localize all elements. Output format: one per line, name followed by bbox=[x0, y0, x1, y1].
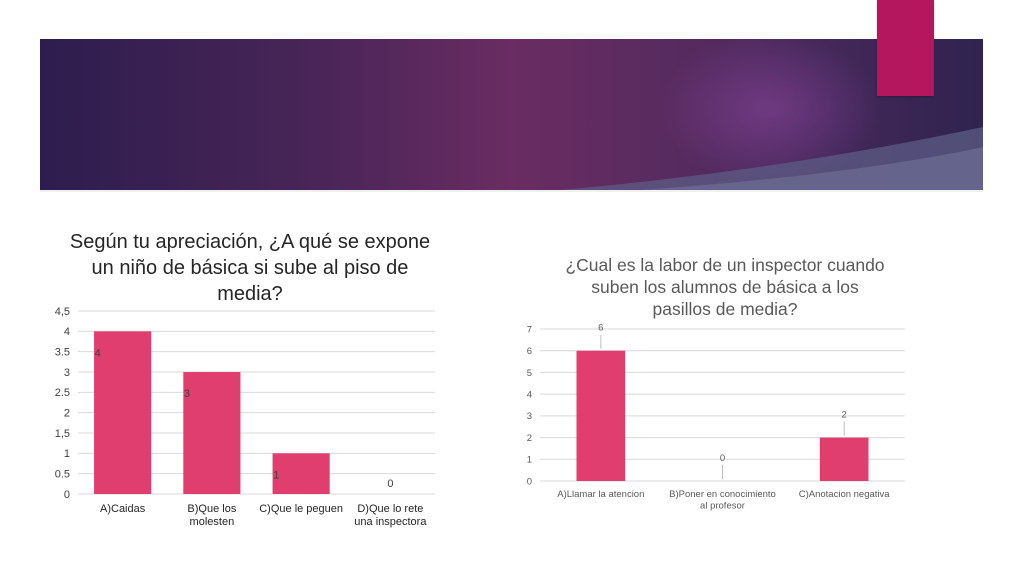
chart2-y-tick-label: 3 bbox=[527, 411, 532, 422]
chart1-title: Según tu apreciación, ¿A qué se expone u… bbox=[69, 231, 431, 305]
chart2-title: ¿Cual es la labor de un inspector cuando… bbox=[565, 255, 885, 319]
chart1-y-tick-label: 3 bbox=[64, 367, 70, 379]
chart2-y-tick-label: 4 bbox=[527, 389, 532, 400]
chart1-y-tick-label: 1 bbox=[64, 448, 70, 460]
chart1-x-category-label: C)Que le peguen bbox=[259, 503, 343, 515]
chart1-data-label: 1 bbox=[273, 469, 279, 481]
banner-wave bbox=[560, 127, 983, 190]
chart2-bar bbox=[819, 437, 869, 481]
chart1: 0 0.5 1 1,5 2 2.5 3 3.5 4 4,5 4 A)Caidas 3 B)Que losm… bbox=[55, 306, 435, 528]
chart2-y-tick-label: 5 bbox=[527, 368, 532, 379]
header-banner bbox=[40, 39, 983, 190]
chart1-x-category-label: una inspectora bbox=[354, 516, 427, 528]
chart1-data-label: 4 bbox=[95, 347, 101, 359]
chart1-y-tick-label: 2.5 bbox=[55, 387, 70, 399]
chart2-y-tick-label: 0 bbox=[527, 476, 532, 487]
banner-shadow bbox=[40, 190, 983, 192]
chart2: 0 1 2 3 4 5 6 7 6 A)Llamar la atencion 0 B)Poner en… bbox=[527, 323, 905, 512]
chart2-y-tick-label: 1 bbox=[527, 455, 532, 466]
accent-tab bbox=[877, 0, 934, 96]
chart1-y-tick-label: 3.5 bbox=[55, 347, 70, 359]
banner-wave-highlight bbox=[640, 147, 983, 190]
chart2-x-category-label: C)Anotacion negativa bbox=[799, 489, 891, 500]
chart1-x-category-label: B)Que los bbox=[187, 503, 236, 515]
chart1-y-tick-label: 0.5 bbox=[55, 469, 70, 481]
chart2-y-tick-label: 7 bbox=[527, 324, 532, 335]
chart2-x-category-label: al profesor bbox=[700, 501, 745, 512]
chart1-y-tick-label: 4,5 bbox=[55, 306, 70, 318]
chart1-bar bbox=[94, 331, 152, 494]
chart1-x-category-label: molesten bbox=[190, 516, 235, 528]
chart1-data-label: 3 bbox=[184, 388, 190, 400]
chart1-data-label: 0 bbox=[387, 478, 393, 490]
chart1-y-tick-label: 4 bbox=[64, 326, 70, 338]
chart1-bar bbox=[272, 453, 330, 494]
chart1-x-category-label: D)Que lo rete bbox=[357, 503, 423, 515]
chart1-y-tick-label: 0 bbox=[64, 489, 70, 501]
chart2-data-label: 6 bbox=[598, 323, 603, 334]
chart2-data-label: 2 bbox=[842, 410, 847, 421]
chart1-x-category-label: A)Caidas bbox=[100, 503, 146, 515]
chart1-bar bbox=[183, 372, 241, 494]
chart2-y-tick-label: 2 bbox=[527, 433, 532, 444]
chart2-x-category-label: B)Poner en conocimiento bbox=[669, 489, 776, 500]
chart2-bar bbox=[576, 350, 626, 481]
chart2-data-label: 0 bbox=[720, 453, 725, 464]
chart2-x-category-label: A)Llamar la atencion bbox=[557, 489, 644, 500]
chart1-y-tick-label: 1,5 bbox=[55, 428, 70, 440]
chart1-y-tick-label: 2 bbox=[64, 408, 70, 420]
chart2-y-tick-label: 6 bbox=[527, 346, 532, 357]
